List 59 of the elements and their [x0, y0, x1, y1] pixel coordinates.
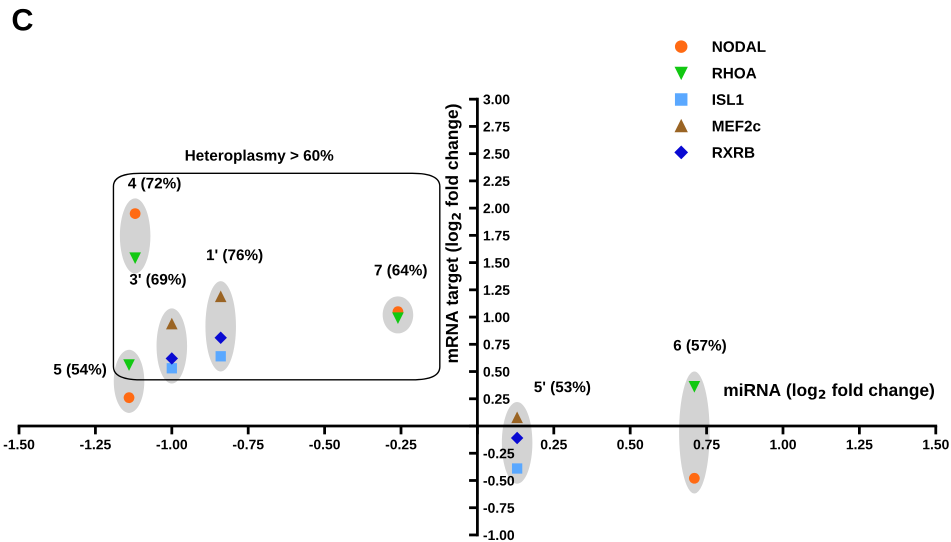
annotation: 6 (57%) [674, 339, 726, 354]
y-tick-label: 1.50 [484, 258, 510, 268]
annotation: 5 (54%) [54, 363, 106, 378]
y-tick-label: 0.25 [484, 394, 510, 404]
x-tick-label: 1.00 [770, 440, 796, 450]
y-tick-label: 2.25 [483, 176, 510, 186]
y-tick-label: 0.50 [484, 366, 510, 377]
x-tick-label: 1.25 [846, 440, 873, 450]
point [214, 332, 227, 344]
point [214, 290, 227, 302]
x-tick-label: -0.75 [232, 440, 264, 450]
y-tick-label: -0.75 [484, 503, 514, 513]
point [510, 432, 524, 444]
x-tick-label: -1.50 [4, 440, 34, 450]
annotation: 3' (69%) [130, 273, 186, 288]
annotation: 1' (76%) [206, 249, 262, 264]
x-tick-label: 1.50 [923, 440, 949, 450]
legend-label: ISL1 [712, 94, 744, 105]
text: C [12, 8, 33, 31]
y-tick-label: 1.75 [484, 230, 510, 241]
x-tick-label: -0.25 [386, 440, 416, 450]
x-tick-label: -1.00 [156, 440, 188, 450]
point [129, 252, 141, 264]
y-tick-label: -0.50 [484, 476, 514, 486]
y-tick-label: 2.00 [483, 203, 510, 214]
annotation: Heteroplasmy > 60% [186, 150, 334, 164]
y-axis-title: mRNA target (log$_{2}$ fold change) [445, 104, 462, 362]
point [511, 411, 523, 424]
annotation: 5' (53%) [534, 381, 590, 396]
point [166, 363, 177, 374]
legend-label: RHOA [712, 68, 756, 79]
y-tick-label: 0.75 [484, 340, 510, 350]
x-tick-label: 0.75 [694, 440, 720, 450]
point [688, 380, 700, 393]
y-tick-label: 2.75 [483, 122, 510, 132]
x-axis-title: miRNA (log$_{2}$ fold change) [724, 383, 934, 400]
x-tick-label: -1.25 [80, 440, 111, 450]
x-tick-label: 0.25 [540, 440, 567, 450]
legend-label: MEF2c [712, 120, 761, 132]
point [123, 359, 135, 371]
x-tick-label: 0.50 [617, 440, 644, 450]
point [512, 463, 522, 474]
legend-label: RXRB [712, 147, 754, 158]
annotation: 7 (64%) [374, 264, 427, 278]
x-tick-label: -0.50 [309, 440, 340, 450]
y-tick-label: -0.25 [484, 448, 514, 458]
point [688, 472, 700, 484]
y-tick-label: 2.50 [483, 148, 510, 159]
point [216, 351, 226, 362]
annotation: 4 (72%) [128, 177, 181, 192]
y-tick-label: 1.25 [484, 285, 510, 296]
point [166, 352, 178, 365]
point [124, 392, 134, 404]
y-tick-label: 3.00 [483, 94, 510, 104]
point [166, 318, 178, 330]
y-tick-label: 1.00 [484, 312, 510, 322]
point [130, 208, 141, 219]
legend-label: NODAL [712, 41, 766, 52]
y-tick-label: -1.00 [484, 530, 514, 540]
